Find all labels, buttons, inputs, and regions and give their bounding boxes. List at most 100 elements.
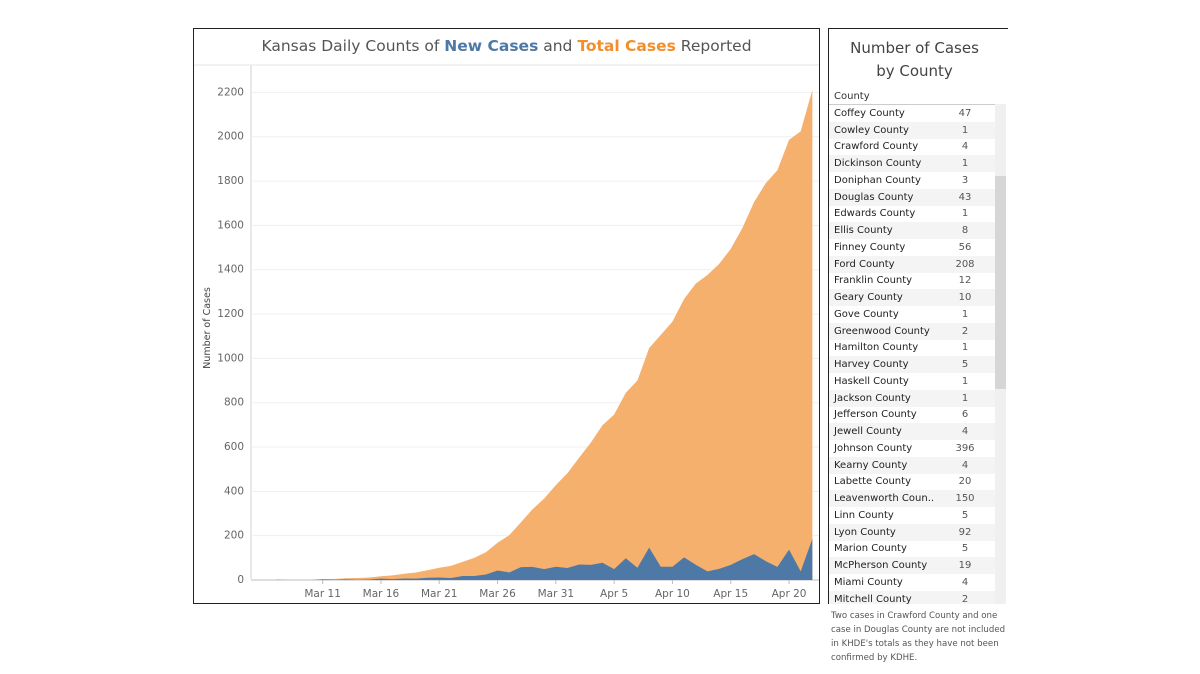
county-name: Doniphan County — [834, 174, 921, 186]
county-name: Lyon County — [834, 526, 896, 538]
county-name: Cowley County — [834, 124, 909, 136]
county-name: Jackson County — [834, 392, 911, 404]
x-tick-label: Apr 5 — [600, 588, 628, 600]
county-case-count: 3 — [961, 174, 969, 186]
county-table: Coffey County 47 Cowley County 1 Crawford Co… — [829, 104, 995, 604]
x-tick-label: Mar 31 — [538, 588, 575, 600]
y-tick-label: 1400 — [217, 264, 244, 276]
county-case-count: 8 — [961, 225, 969, 237]
county-case-count: 12 — [958, 275, 972, 287]
y-tick-label: 1600 — [217, 219, 244, 231]
y-tick-label: 2200 — [217, 86, 244, 98]
county-row[interactable]: Greenwood County 2 — [829, 322, 995, 340]
y-tick-label: 1800 — [217, 175, 244, 187]
county-case-count: 4 — [961, 141, 969, 153]
county-name: Ford County — [834, 258, 895, 270]
county-row[interactable]: Marion County 5 — [829, 541, 995, 558]
county-scrollbar[interactable] — [995, 104, 1006, 604]
county-row[interactable]: Lyon County 92 — [829, 523, 995, 541]
county-case-count: 1 — [961, 392, 969, 404]
county-case-count: 20 — [958, 476, 972, 488]
county-name: Kearny County — [834, 459, 908, 471]
x-tick-label: Mar 16 — [363, 588, 400, 600]
county-name: Geary County — [834, 292, 903, 304]
y-tick-label: 600 — [224, 441, 244, 453]
county-row[interactable]: Ellis County 8 — [829, 222, 995, 239]
county-row[interactable]: Finney County 56 — [829, 239, 995, 256]
county-case-count: 4 — [961, 426, 969, 438]
chart-title-and: and — [538, 37, 578, 55]
x-tick-label: Mar 26 — [479, 588, 516, 600]
area-chart: 0 200 400 600 800 1000 1200 1400 1600 1800 2000 220… — [194, 64, 819, 600]
county-row[interactable]: McPherson County 19 — [829, 557, 995, 574]
county-row[interactable]: Franklin County 12 — [829, 273, 995, 290]
county-row[interactable]: Harvey County 5 — [829, 356, 995, 373]
county-name: Franklin County — [834, 275, 913, 287]
y-tick-label: 1200 — [217, 308, 244, 320]
county-name: Haskell County — [834, 375, 909, 387]
y-tick-label: 200 — [224, 530, 244, 542]
county-case-count: 396 — [955, 442, 975, 454]
county-name: Hamilton County — [834, 342, 919, 354]
county-case-count: 1 — [961, 124, 969, 136]
county-name: Finney County — [834, 241, 906, 253]
county-row[interactable]: Labette County 20 — [829, 474, 995, 491]
county-name: Mitchell County — [834, 593, 912, 604]
county-row[interactable]: Linn County 5 — [829, 507, 995, 524]
county-row[interactable]: Cowley County 1 — [829, 121, 995, 139]
county-name: Linn County — [834, 509, 894, 521]
county-name: Labette County — [834, 476, 911, 488]
county-row[interactable]: Coffey County 47 — [829, 105, 995, 122]
county-case-count: 6 — [961, 409, 969, 421]
county-row[interactable]: Dickinson County 1 — [829, 155, 995, 172]
county-case-count: 56 — [958, 241, 972, 253]
county-footnote: Two cases in Crawford County and one cas… — [831, 611, 1006, 663]
chart-title-new-cases: New Cases — [444, 37, 539, 55]
county-row[interactable]: Crawford County 4 — [829, 139, 995, 156]
county-case-count: 2 — [961, 593, 969, 604]
y-tick-label: 400 — [224, 485, 244, 497]
county-row[interactable]: Haskell County 1 — [829, 373, 995, 390]
x-tick-label: Mar 11 — [304, 588, 341, 600]
county-title-line2: by County — [876, 62, 953, 80]
county-name: Jewell County — [834, 426, 902, 438]
chart-panel: 0 200 400 600 800 1000 1200 1400 1600 1800 2000 220… — [193, 28, 820, 604]
county-case-count: 1 — [961, 208, 969, 220]
county-row[interactable]: Kearny County 4 — [829, 456, 995, 474]
county-column-header[interactable]: County — [834, 91, 870, 102]
county-row[interactable]: Jackson County 1 — [829, 389, 995, 407]
county-case-count: 1 — [961, 158, 969, 170]
county-row[interactable]: Douglas County 43 — [829, 188, 995, 206]
y-tick-label: 1000 — [217, 352, 244, 364]
county-name: Ellis County — [834, 225, 893, 237]
county-name: Douglas County — [834, 191, 914, 203]
county-scrollbar-thumb[interactable] — [995, 176, 1006, 389]
county-case-count: 19 — [958, 560, 972, 572]
county-panel: Number of Cases by County County Coffey … — [828, 28, 1008, 604]
county-row[interactable]: Hamilton County 1 — [829, 340, 995, 357]
y-tick-label: 2000 — [217, 131, 244, 143]
county-row[interactable]: Gove County 1 — [829, 306, 995, 323]
y-tick-label: 800 — [224, 397, 244, 409]
county-row[interactable]: Doniphan County 3 — [829, 172, 995, 189]
county-row[interactable]: Geary County 10 — [829, 289, 995, 306]
county-row[interactable]: Mitchell County 2 — [829, 590, 995, 604]
x-tick-label: Apr 15 — [713, 588, 748, 600]
chart-title-total-cases: Total Cases — [577, 37, 676, 55]
new-cases-area — [276, 538, 813, 580]
county-name: Coffey County — [834, 107, 905, 119]
county-row[interactable]: Miami County 4 — [829, 574, 995, 591]
county-name: Gove County — [834, 308, 899, 320]
county-name: McPherson County — [834, 560, 928, 572]
county-name: Miami County — [834, 576, 903, 588]
county-name: Greenwood County — [834, 325, 930, 337]
county-row[interactable]: Leavenworth Coun.. 150 — [829, 490, 995, 507]
county-title-line1: Number of Cases — [850, 39, 979, 57]
county-panel-title: Number of Cases by County — [829, 37, 1000, 83]
county-row[interactable]: Jefferson County 6 — [829, 407, 995, 424]
county-row[interactable]: Johnson County 396 — [829, 440, 995, 457]
county-row[interactable]: Edwards County 1 — [829, 206, 995, 223]
county-row[interactable]: Jewell County 4 — [829, 423, 995, 440]
county-case-count: 150 — [955, 493, 975, 505]
county-row[interactable]: Ford County 208 — [829, 255, 995, 273]
